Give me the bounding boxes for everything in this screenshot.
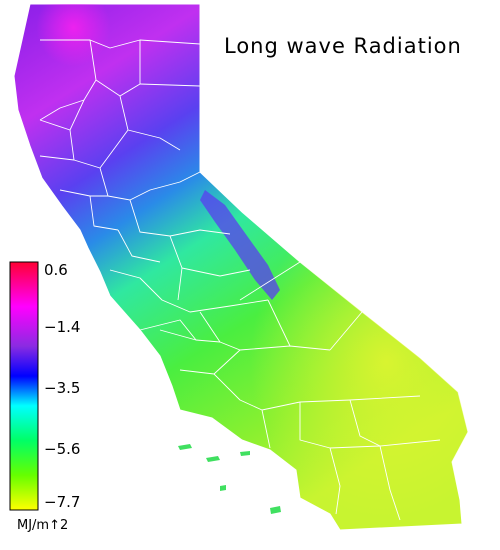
legend-tick-label: 0.6 [44, 261, 68, 279]
legend-unit-label: MJ/m↑2 [17, 518, 69, 533]
legend-tick-label: −3.5 [44, 379, 81, 397]
legend-tick-label: −5.6 [44, 440, 81, 458]
map-title: Long wave Radiation [224, 34, 462, 58]
legend-color-bar [9, 261, 39, 511]
legend-tick-label: −1.4 [44, 318, 81, 336]
county-boundaries [39, 39, 441, 521]
legend-tick-label: −7.7 [44, 493, 81, 511]
sierra-nevada-band [200, 190, 280, 300]
channel-islands [178, 444, 250, 462]
